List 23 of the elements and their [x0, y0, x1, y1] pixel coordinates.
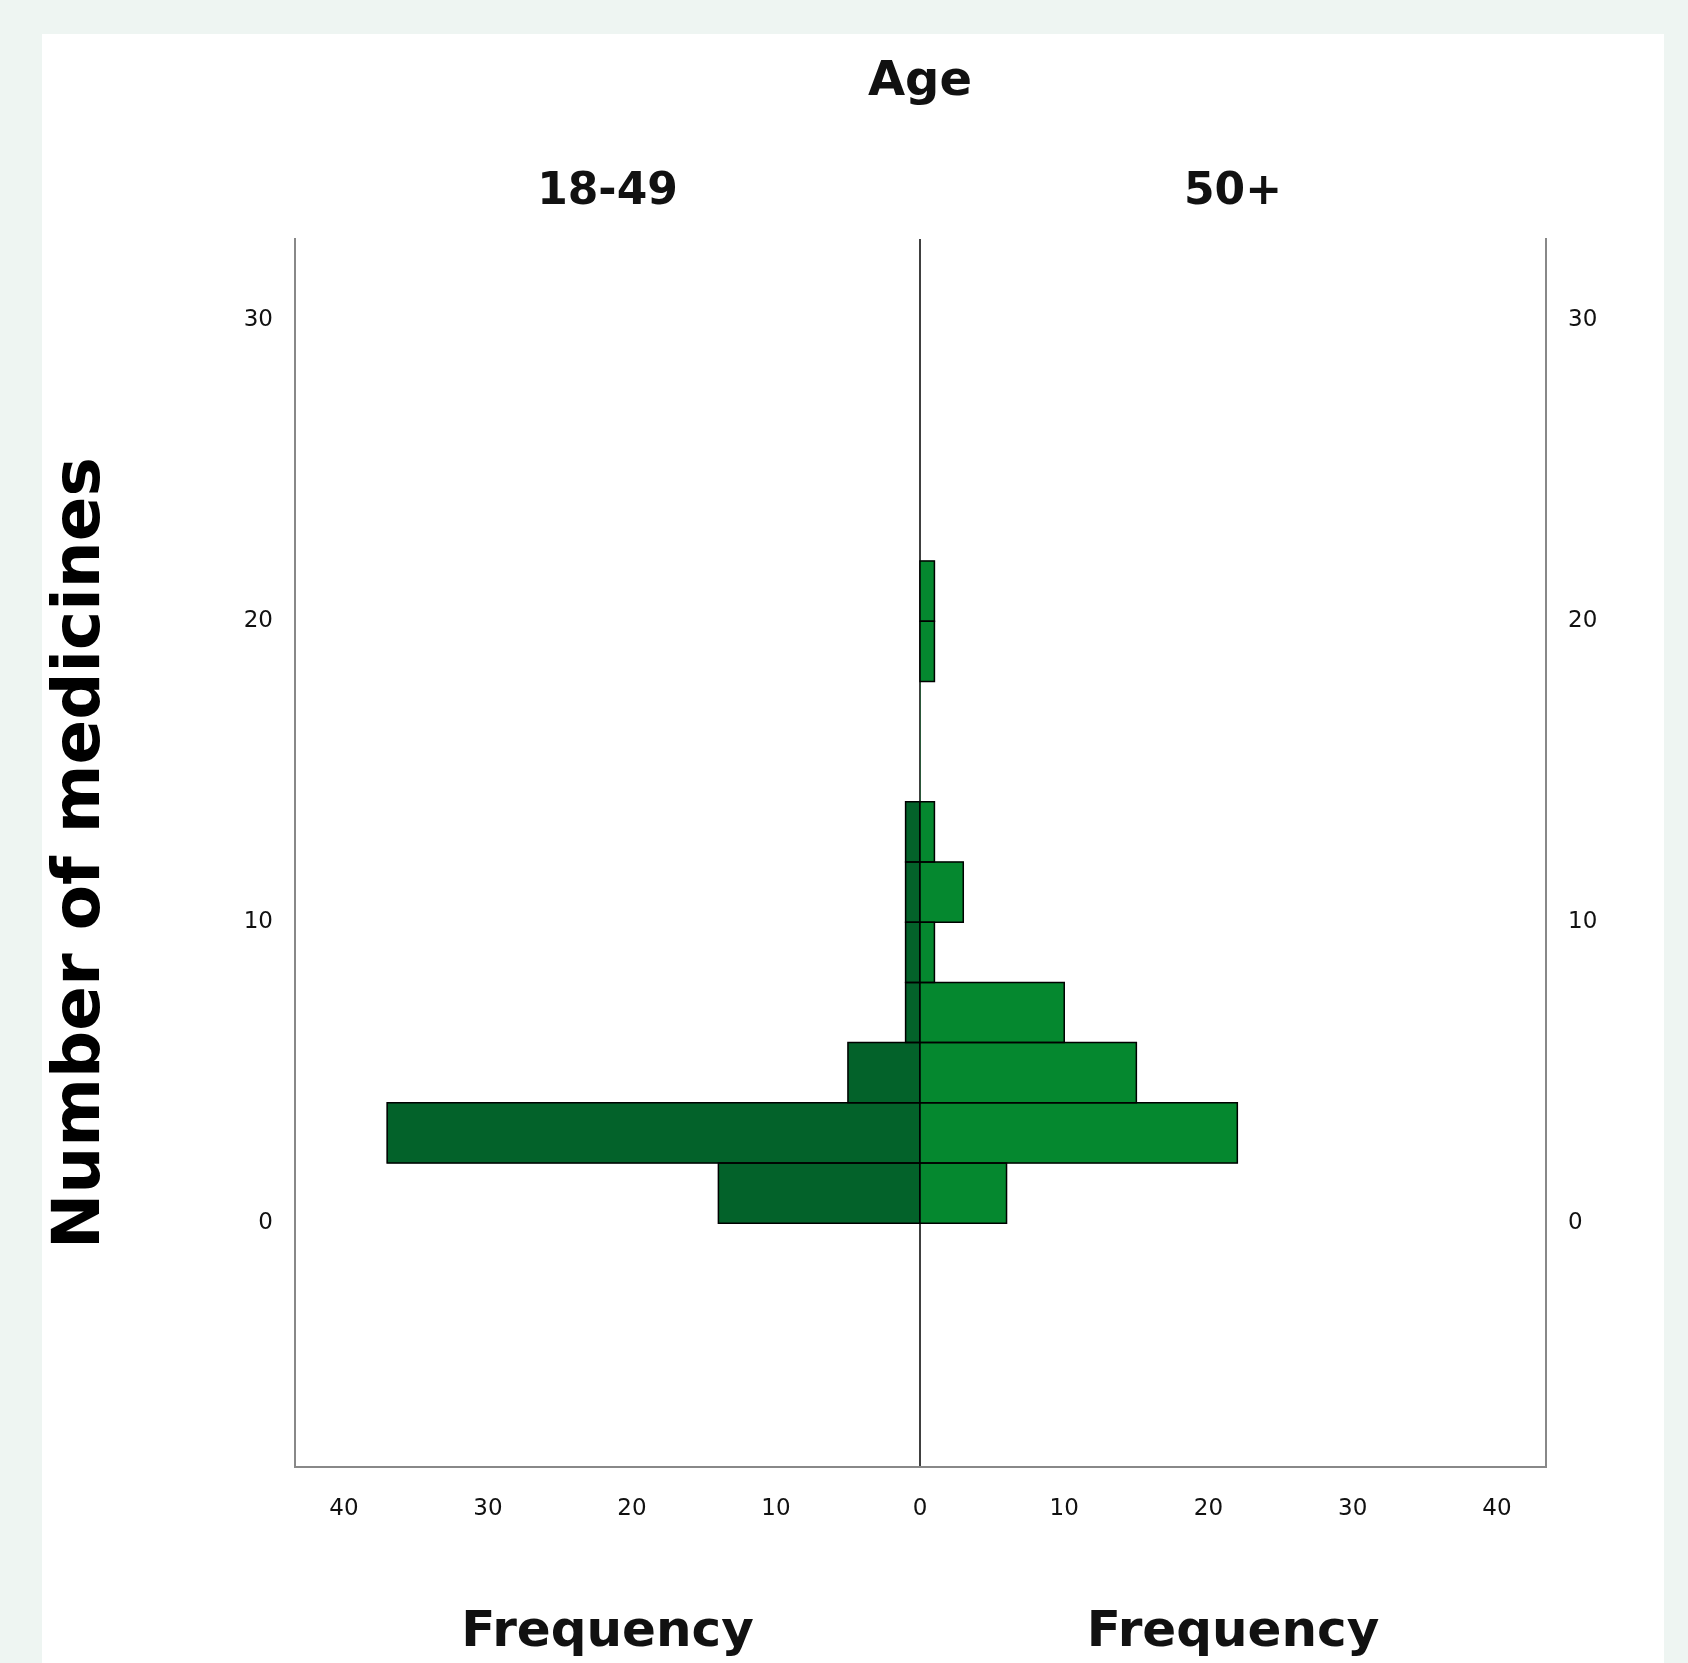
x-tick-label: 20 — [1193, 1493, 1224, 1520]
x-tick-label: 20 — [617, 1493, 647, 1520]
chart-subtitle: 50+ — [1183, 163, 1283, 214]
x-axis-title: Frequency — [461, 1599, 754, 1658]
x-tick-label: 40 — [329, 1493, 359, 1520]
y-tick-label: 20 — [1568, 606, 1598, 633]
x-tick-label: 40 — [1482, 1493, 1512, 1520]
y-tick-label: 30 — [1568, 305, 1598, 332]
x-tick-label: 0 — [912, 1493, 928, 1520]
x-tick-label: 10 — [1049, 1493, 1079, 1520]
x-tick-label: 10 — [761, 1493, 791, 1520]
chart-title: Age — [867, 50, 973, 106]
y-tick-label: 0 — [258, 1208, 273, 1235]
y-tick-label: 20 — [243, 606, 273, 633]
x-tick-label: 30 — [473, 1493, 503, 1520]
y-tick-label: 10 — [243, 907, 273, 934]
y-tick-label: 0 — [1568, 1208, 1583, 1235]
y-axis-title: Number of medicines — [37, 457, 115, 1249]
x-tick-label: 30 — [1338, 1493, 1368, 1520]
y-tick-label: 30 — [243, 305, 273, 332]
x-axis-title: Frequency — [1086, 1599, 1380, 1658]
y-tick-label: 10 — [1568, 907, 1598, 934]
chart-subtitle: 18-49 — [537, 163, 678, 214]
